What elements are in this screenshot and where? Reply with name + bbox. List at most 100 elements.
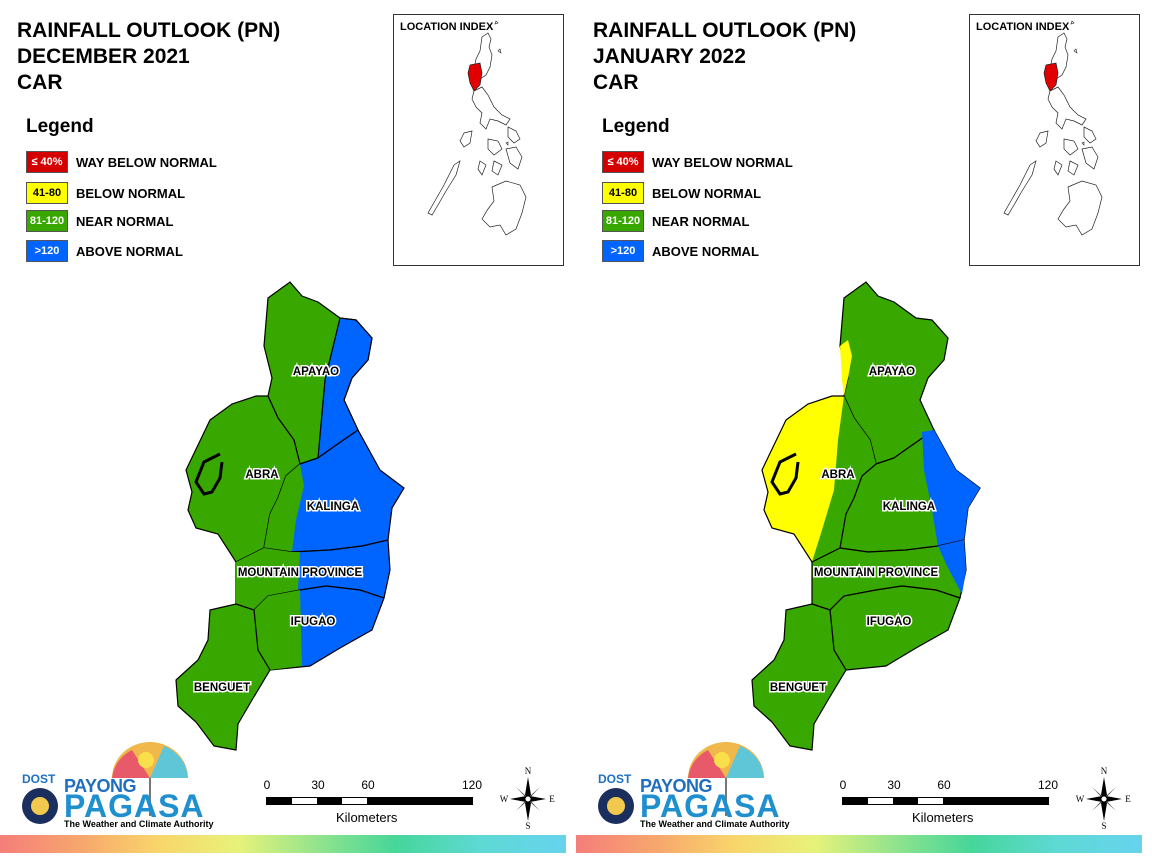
pagasa-logo: DOST PAYONG PAGASA The Weather and Clima… bbox=[590, 740, 790, 832]
legend-label: BELOW NORMAL bbox=[652, 185, 762, 201]
umbrella-icon bbox=[598, 742, 764, 824]
legend-item-way-below-normal: ≤ 40% WAY BELOW NORMAL bbox=[602, 150, 793, 174]
logo-dost-text: DOST bbox=[598, 772, 632, 786]
logo-payong-text: PAYONG bbox=[640, 776, 713, 796]
legend-item-way-below-normal: ≤ 40% WAY BELOW NORMAL bbox=[26, 150, 217, 174]
legend-label: NEAR NORMAL bbox=[652, 213, 750, 229]
car-region-highlight bbox=[467, 62, 483, 92]
label-abra: ABRA bbox=[245, 469, 278, 481]
car-region-highlight bbox=[1043, 62, 1059, 92]
compass-w: W bbox=[500, 794, 509, 804]
scale-tick: 120 bbox=[1037, 778, 1059, 792]
label-kalinga: KALINGA bbox=[307, 501, 359, 513]
scale-tick: 60 bbox=[937, 778, 951, 792]
rainbow-footer-bar bbox=[0, 835, 566, 853]
legend-label: WAY BELOW NORMAL bbox=[76, 154, 217, 170]
label-kalinga: KALINGA bbox=[883, 501, 935, 513]
legend-swatch: >120 bbox=[602, 240, 644, 262]
legend-label: WAY BELOW NORMAL bbox=[652, 154, 793, 170]
legend-item-below-normal: 41-80 BELOW NORMAL bbox=[26, 181, 185, 205]
kalinga-near-normal-zone bbox=[264, 464, 304, 552]
legend-item-near-normal: 81-120 NEAR NORMAL bbox=[602, 209, 750, 233]
location-index-title: LOCATION INDEX bbox=[400, 21, 494, 33]
province-benguet bbox=[175, 603, 271, 751]
legend-title: Legend bbox=[602, 116, 670, 137]
mountain-province-near-normal-zone bbox=[236, 548, 300, 610]
compass-n: N bbox=[525, 766, 532, 776]
scale-bar: 0 30 60 120 Kilometers bbox=[264, 778, 494, 830]
legend-item-below-normal: 41-80 BELOW NORMAL bbox=[602, 181, 761, 205]
title-month: DECEMBER 2021 bbox=[17, 45, 190, 68]
scale-bar-graphic bbox=[842, 797, 1049, 805]
label-ifugao: IFUGAO bbox=[867, 616, 912, 628]
title-region: CAR bbox=[17, 71, 63, 94]
legend-swatch: ≤ 40% bbox=[602, 151, 644, 173]
kalinga-above-normal-zone bbox=[922, 430, 980, 546]
label-ifugao: IFUGAO bbox=[291, 616, 336, 628]
province-ifugao bbox=[829, 585, 961, 671]
north-arrow-compass: N S W E bbox=[500, 764, 556, 831]
car-province-map: APAYAO ABRA KALINGA MOUNTAIN PROVINCE IF… bbox=[175, 281, 405, 751]
scale-unit: Kilometers bbox=[912, 810, 974, 825]
compass-n: N bbox=[1101, 766, 1108, 776]
philippines-inset-map bbox=[1003, 20, 1103, 236]
outlook-panel-december: RAINFALL OUTLOOK (PN) DECEMBER 2021 CAR … bbox=[0, 14, 566, 853]
scale-tick: 30 bbox=[311, 778, 325, 792]
legend-label: BELOW NORMAL bbox=[76, 185, 186, 201]
scale-tick: 120 bbox=[461, 778, 483, 792]
legend-swatch: 81-120 bbox=[26, 210, 68, 232]
legend-label: NEAR NORMAL bbox=[76, 213, 174, 229]
label-apayao: APAYAO bbox=[869, 366, 915, 378]
compass-rose-icon: N S W E bbox=[500, 766, 556, 831]
scale-bar: 0 30 60 120 Kilometers bbox=[840, 778, 1070, 830]
pagasa-logo: DOST PAYONG PAGASA The Weather and Clima… bbox=[14, 740, 214, 832]
north-arrow-compass: N S W E bbox=[1076, 764, 1132, 831]
scale-unit: Kilometers bbox=[336, 810, 398, 825]
logo-pagasa-text: PAGASA bbox=[64, 788, 205, 824]
compass-s: S bbox=[525, 821, 530, 830]
scale-tick: 30 bbox=[887, 778, 901, 792]
legend-swatch: 81-120 bbox=[602, 210, 644, 232]
location-index-title: LOCATION INDEX bbox=[976, 21, 1070, 33]
umbrella-icon bbox=[22, 742, 188, 824]
mountain-province-above-normal-zone bbox=[938, 540, 966, 594]
legend-label: ABOVE NORMAL bbox=[652, 243, 759, 259]
scale-tick: 0 bbox=[839, 778, 847, 792]
legend-swatch: >120 bbox=[26, 240, 68, 262]
logo-dost-text: DOST bbox=[22, 772, 56, 786]
label-benguet: BENGUET bbox=[770, 682, 826, 694]
outlook-panel-january: RAINFALL OUTLOOK (PN) JANUARY 2022 CAR L… bbox=[576, 0, 1152, 864]
compass-e: E bbox=[549, 794, 555, 804]
car-province-map: APAYAO ABRA KALINGA MOUNTAIN PROVINCE IF… bbox=[751, 281, 981, 751]
legend-item-near-normal: 81-120 NEAR NORMAL bbox=[26, 209, 174, 233]
scale-bar-graphic bbox=[266, 797, 473, 805]
logo-pagasa-text: PAGASA bbox=[640, 788, 781, 824]
label-apayao: APAYAO bbox=[293, 366, 339, 378]
legend-title: Legend bbox=[26, 116, 94, 137]
location-index-inset: LOCATION INDEX bbox=[393, 14, 564, 266]
rainbow-footer-bar bbox=[576, 835, 1142, 853]
legend-swatch: 41-80 bbox=[602, 182, 644, 204]
legend-item-above-normal: >120 ABOVE NORMAL bbox=[26, 239, 183, 263]
logo-tagline: The Weather and Climate Authority bbox=[64, 819, 214, 829]
legend-label: ABOVE NORMAL bbox=[76, 243, 183, 259]
compass-s: S bbox=[1101, 821, 1106, 830]
map-title: RAINFALL OUTLOOK (PN) JANUARY 2022 CAR bbox=[593, 18, 856, 96]
legend-swatch: 41-80 bbox=[26, 182, 68, 204]
abra-near-normal-zone bbox=[812, 396, 876, 562]
title-region: CAR bbox=[593, 71, 639, 94]
label-mountain-province: MOUNTAIN PROVINCE bbox=[238, 567, 363, 579]
logo-payong-text: PAYONG bbox=[64, 776, 137, 796]
scale-tick: 60 bbox=[361, 778, 375, 792]
scale-tick: 0 bbox=[263, 778, 271, 792]
abra-river bbox=[770, 452, 800, 496]
title-month: JANUARY 2022 bbox=[593, 45, 746, 68]
compass-rose-icon: N S W E bbox=[1076, 766, 1132, 831]
location-index-inset: LOCATION INDEX bbox=[969, 14, 1140, 266]
label-benguet: BENGUET bbox=[194, 682, 250, 694]
apayao-below-normal-zone bbox=[840, 340, 852, 396]
legend-item-above-normal: >120 ABOVE NORMAL bbox=[602, 239, 759, 263]
map-title: RAINFALL OUTLOOK (PN) DECEMBER 2021 CAR bbox=[17, 18, 280, 96]
legend-swatch: ≤ 40% bbox=[26, 151, 68, 173]
logo-tagline: The Weather and Climate Authority bbox=[640, 819, 790, 829]
